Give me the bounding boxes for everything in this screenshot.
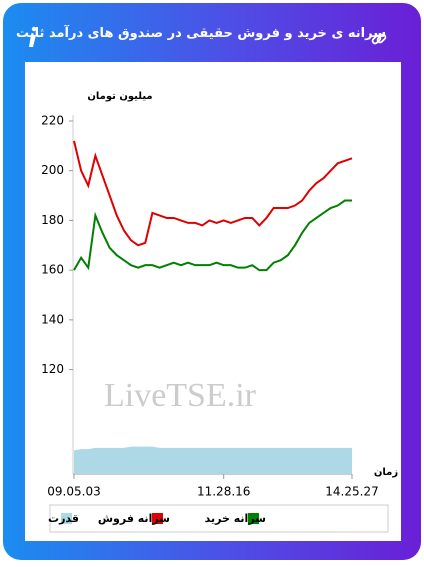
line [73, 140, 353, 247]
link-icon[interactable] [370, 30, 388, 48]
y-axis-label: میلیون تومان [87, 91, 152, 102]
legend-label: سرانه خرید [205, 512, 266, 525]
legend-label: قدرت [48, 512, 79, 525]
legend-swatch [61, 513, 72, 524]
line [73, 199, 352, 272]
area [74, 446, 352, 474]
watermark: LiveTSE.ir [104, 377, 257, 414]
x-tick-label: 14.25.27 [325, 485, 378, 499]
y-tick-label: 160 [41, 263, 64, 277]
y-tick-label: 180 [41, 213, 64, 227]
legend-label: سرانه فروش [98, 512, 170, 525]
legend-swatch [152, 513, 163, 524]
y-tick-label: 120 [41, 362, 64, 376]
x-tick-label: 09.05.03 [47, 485, 100, 499]
y-tick-label: 220 [41, 114, 64, 128]
info-icon[interactable] [22, 26, 42, 50]
x-axis-label: زمان [374, 467, 398, 478]
legend-swatch [248, 513, 259, 524]
legend [49, 504, 389, 533]
y-tick-label: 200 [41, 163, 64, 177]
y-tick-label: 140 [41, 312, 64, 326]
title: سرانه ی خرید و فروش حقیقی در صندوق های د… [16, 26, 386, 41]
x-tick-label: 11.28.16 [197, 485, 250, 499]
